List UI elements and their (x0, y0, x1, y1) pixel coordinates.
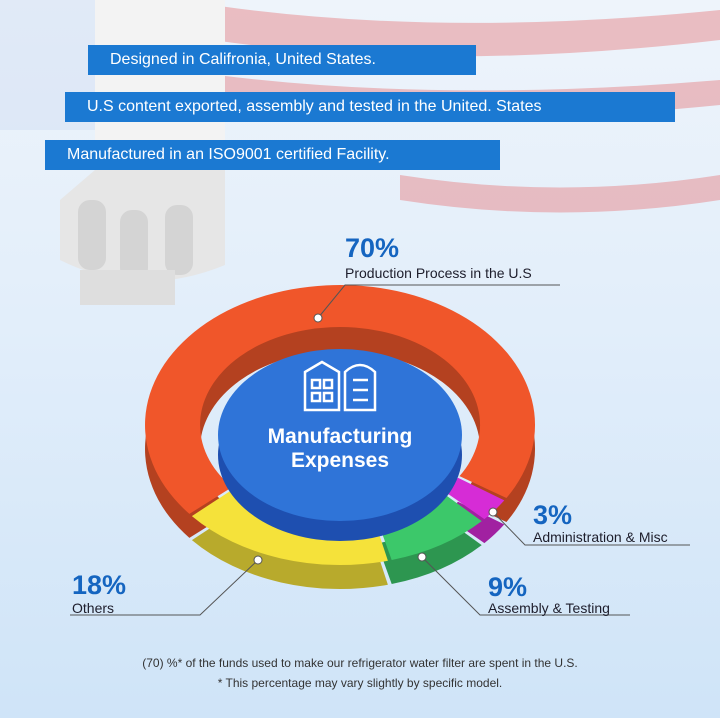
center-label: Manufacturing Expenses (267, 425, 413, 472)
donut (145, 284, 536, 589)
footnote: (70) %* of the funds used to make our re… (142, 656, 578, 670)
banner: U.S content exported, assembly and teste… (65, 92, 675, 122)
footnote: * This percentage may vary slightly by s… (217, 676, 503, 690)
segment-side (145, 308, 536, 538)
segment (145, 284, 536, 514)
value-label: 3% (533, 500, 573, 530)
value-label: 9% (488, 572, 528, 602)
category-label: Administration & Misc (533, 529, 668, 545)
category-label: Others (72, 600, 115, 616)
segment (377, 492, 482, 560)
category-label: Assembly & Testing (488, 600, 610, 616)
category-label: Production Process in the U.S (345, 265, 532, 281)
segment (443, 477, 505, 520)
center-disc (218, 349, 462, 521)
leaders (70, 284, 690, 616)
value-label: 18% (72, 570, 127, 600)
building-icon (303, 360, 377, 412)
value-label: 70% (345, 233, 400, 263)
banner: Manufactured in an ISO9001 certified Fac… (45, 140, 500, 170)
banner: Designed in Califronia, United States. (88, 45, 476, 75)
